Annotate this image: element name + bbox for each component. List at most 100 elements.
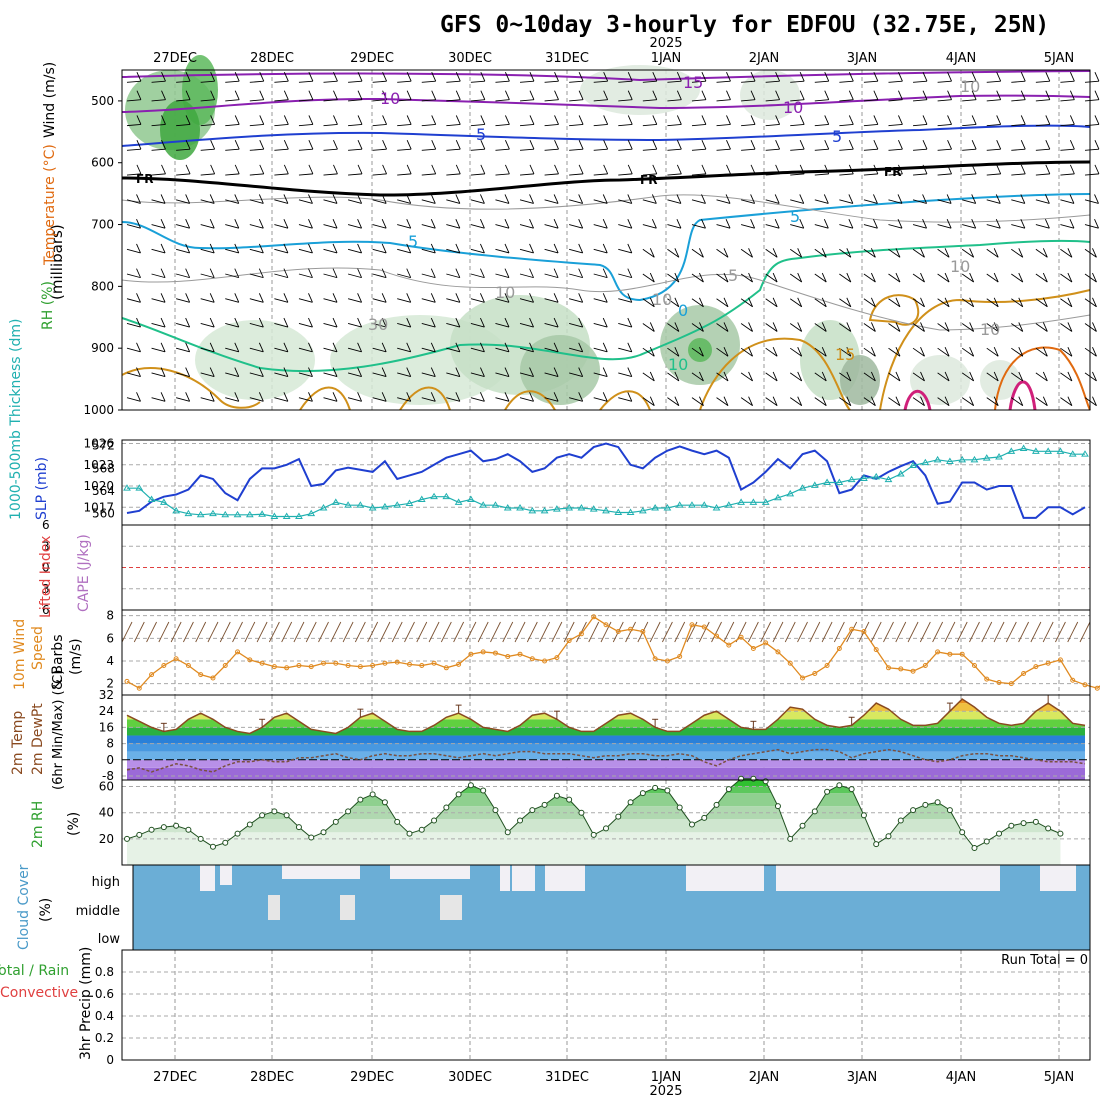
wind-barb [863, 173, 878, 176]
wind-barb [519, 372, 534, 377]
wind-barb [789, 347, 802, 357]
wind-barb [912, 397, 925, 407]
wind-barb [185, 218, 191, 229]
wind-barb [618, 123, 633, 127]
wind-barb [323, 323, 338, 328]
wind-barb [455, 367, 461, 377]
wind-barb [723, 322, 729, 332]
wind-speed-point [505, 653, 511, 659]
surface-wind-barb [281, 621, 293, 643]
wind-barb [544, 397, 559, 402]
wind-barb [308, 194, 313, 204]
cloud-level-label: high [92, 875, 120, 890]
wind-barb [298, 123, 313, 127]
thickness-point [823, 478, 831, 485]
wind-barb [821, 396, 827, 406]
wind-barb [888, 273, 901, 283]
wind-barb [986, 199, 1001, 204]
wind-barb [258, 293, 264, 303]
wind-barb [283, 139, 289, 150]
wind-barb [519, 199, 534, 204]
wind-barb [814, 248, 827, 258]
wind-speed-point [1021, 670, 1027, 676]
rh-point [136, 831, 143, 838]
wind-barb [431, 139, 437, 150]
wind-barb [446, 148, 461, 151]
wind-barb [603, 164, 609, 175]
wind-barb [937, 199, 952, 204]
wind-barb [723, 396, 729, 406]
wind-barb [519, 347, 534, 353]
contour-label: 10 [950, 257, 970, 276]
wind-barb [372, 397, 387, 402]
thickness-point [602, 506, 610, 514]
wind-barb [553, 317, 559, 328]
wind-barb [797, 248, 803, 258]
wind-barb [381, 392, 387, 402]
wind-barb [234, 342, 240, 352]
wind-barb [642, 248, 655, 258]
wind-barb [920, 272, 925, 283]
thickness-point [1019, 444, 1028, 451]
wind-barb [676, 90, 682, 100]
wind-barb [578, 218, 584, 229]
wind-barb [348, 123, 363, 127]
wind-barb [870, 272, 876, 283]
rh-tick-label: 20 [99, 832, 114, 846]
thickness-point [872, 472, 881, 480]
wind-barb [895, 347, 901, 357]
wind-barb [1060, 372, 1073, 382]
thickness-point [1081, 450, 1089, 457]
wind-barb [986, 99, 1001, 102]
rh-point [234, 830, 241, 837]
wind-barb [676, 115, 682, 125]
surface-wind-barb [969, 621, 980, 643]
wind-barb [750, 194, 756, 204]
wind-barb [1011, 347, 1024, 357]
surface-wind-barb [1005, 621, 1017, 643]
wind-barb [667, 199, 682, 204]
wind-barb [480, 71, 486, 82]
temp-band [127, 735, 1085, 744]
wind-barb [1011, 248, 1024, 258]
thickness-point [184, 509, 193, 517]
rh-point [946, 807, 953, 814]
cape-axis-label: CAPE (J/kg) [76, 534, 92, 612]
wind-speed-point [824, 663, 830, 669]
wind-barb [234, 367, 240, 377]
wind-barb [1045, 164, 1051, 175]
thickness-point [663, 504, 672, 511]
wind-barb [308, 392, 313, 402]
wind-barb [691, 80, 706, 83]
wind-barb [176, 173, 191, 176]
wind-barb [986, 148, 1001, 151]
surface-wind-barb [846, 621, 858, 643]
wind-barb [421, 323, 436, 328]
wind-barb [519, 224, 534, 229]
wind-barb [1042, 248, 1048, 258]
thickness-point [810, 481, 819, 488]
surface-wind-barb [662, 621, 673, 643]
wind-barb [274, 248, 289, 254]
wind-barb [888, 248, 901, 258]
wind-speed-point [149, 672, 155, 678]
wind-barb [298, 323, 313, 328]
wind-barb [674, 371, 680, 382]
wind-barb [944, 347, 950, 357]
thickness-point [319, 504, 328, 511]
wind-barb [701, 90, 707, 100]
wind-barb [1060, 224, 1075, 229]
wind-barb [185, 367, 191, 377]
rh-point [246, 821, 253, 828]
wind-barb [814, 123, 829, 127]
wind-barb [937, 224, 952, 229]
wind-barb [821, 272, 827, 283]
rh-point [566, 796, 573, 803]
wind-barb [937, 397, 950, 407]
wind-barb [863, 80, 878, 83]
contour-label: 10 [495, 283, 515, 302]
wind-barb [937, 372, 950, 382]
wind-barb [602, 243, 608, 254]
wind-barb [846, 371, 852, 382]
wind-barb [283, 317, 289, 328]
